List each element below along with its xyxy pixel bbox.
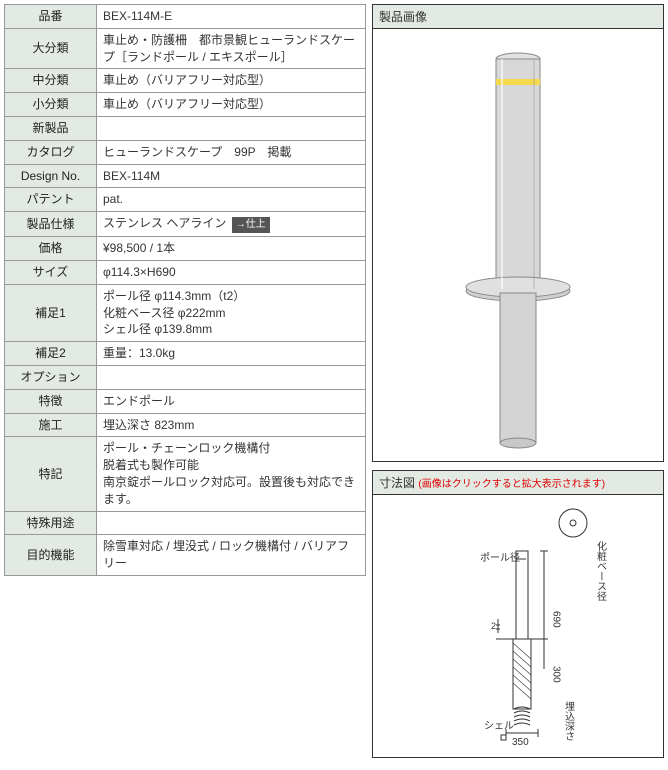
svg-text:シェル: シェル (484, 721, 514, 732)
spec-label: 補足1 (5, 284, 97, 341)
spec-value: ヒューランドスケープ 99P 掲載 (97, 140, 366, 164)
spec-label: 品番 (5, 5, 97, 29)
spec-label: オプション (5, 365, 97, 389)
svg-text:埋込深さ: 埋込深さ (563, 701, 575, 741)
spec-value (97, 365, 366, 389)
table-row: 品番BEX-114M-E (5, 5, 366, 29)
table-row: 特殊用途 (5, 511, 366, 535)
spec-value: ステンレス ヘアライン →仕上 (97, 212, 366, 237)
table-row: 中分類車止め（バリアフリー対応型） (5, 69, 366, 93)
spec-value: pat. (97, 188, 366, 212)
table-row: 新製品 (5, 116, 366, 140)
spec-value: 埋込深さ 823mm (97, 413, 366, 437)
spec-value: φ114.3×H690 (97, 260, 366, 284)
table-row: 特記ポール・チェーンロック機構付 脱着式も製作可能 南京錠ポールロック対応可。設… (5, 437, 366, 511)
spec-label: 価格 (5, 237, 97, 261)
dimension-panel[interactable]: 寸法図 (画像はクリックすると拡大表示されます) 化粧ベース径 ポール径 (372, 470, 664, 758)
table-row: 目的機能除雪車対応 / 埋没式 / ロック機構付 / バリアフリー (5, 535, 366, 576)
spec-label: 大分類 (5, 28, 97, 69)
spec-value: BEX-114M-E (97, 5, 366, 29)
spec-label: サイズ (5, 260, 97, 284)
spec-label: 中分類 (5, 69, 97, 93)
table-row: 施工埋込深さ 823mm (5, 413, 366, 437)
table-row: 補足1ポール径 φ114.3mm（t2） 化粧ベース径 φ222mm シェル径 … (5, 284, 366, 341)
spec-label: 特記 (5, 437, 97, 511)
table-row: 小分類車止め（バリアフリー対応型） (5, 93, 366, 117)
dimension-drawing[interactable]: 化粧ベース径 ポール径 690 2 (388, 501, 648, 751)
dimension-note: (画像はクリックすると拡大表示されます) (418, 479, 605, 490)
svg-text:690: 690 (551, 611, 562, 628)
spec-label: 特殊用途 (5, 511, 97, 535)
svg-text:化粧ベース径: 化粧ベース径 (595, 540, 607, 601)
spec-value: BEX-114M (97, 164, 366, 188)
table-row: Design No.BEX-114M (5, 164, 366, 188)
spec-value: 車止め（バリアフリー対応型） (97, 93, 366, 117)
spec-label: 補足2 (5, 342, 97, 366)
spec-value: エンドポール (97, 389, 366, 413)
spec-value: 車止め・防護柵 都市景観ヒューランドスケープ［ランドポール / エキスポール］ (97, 28, 366, 69)
spec-label: 目的機能 (5, 535, 97, 576)
table-row: 価格¥98,500 / 1本 (5, 237, 366, 261)
spec-label: パテント (5, 188, 97, 212)
table-row: 補足2重量：13.0kg (5, 342, 366, 366)
product-image-panel: 製品画像 (372, 4, 664, 462)
svg-text:300: 300 (551, 666, 562, 683)
spec-label: カタログ (5, 140, 97, 164)
finish-tag[interactable]: →仕上 (232, 217, 270, 233)
spec-label: Design No. (5, 164, 97, 188)
table-row: サイズφ114.3×H690 (5, 260, 366, 284)
spec-value: 除雪車対応 / 埋没式 / ロック機構付 / バリアフリー (97, 535, 366, 576)
spec-value: ポール・チェーンロック機構付 脱着式も製作可能 南京錠ポールロック対応可。設置後… (97, 437, 366, 511)
spec-label: 特徴 (5, 389, 97, 413)
dimension-title: 寸法図 (画像はクリックすると拡大表示されます) (373, 471, 663, 495)
spec-value (97, 511, 366, 535)
product-image (388, 35, 648, 455)
table-row: 大分類車止め・防護柵 都市景観ヒューランドスケープ［ランドポール / エキスポー… (5, 28, 366, 69)
spec-table: 品番BEX-114M-E大分類車止め・防護柵 都市景観ヒューランドスケープ［ラン… (4, 4, 366, 576)
spec-label: 新製品 (5, 116, 97, 140)
table-row: 特徴エンドポール (5, 389, 366, 413)
table-row: パテントpat. (5, 188, 366, 212)
spec-value: ¥98,500 / 1本 (97, 237, 366, 261)
spec-value: ポール径 φ114.3mm（t2） 化粧ベース径 φ222mm シェル径 φ13… (97, 284, 366, 341)
svg-text:ポール径: ポール径 (480, 551, 520, 564)
product-image-title: 製品画像 (373, 5, 663, 29)
svg-text:350: 350 (512, 737, 529, 748)
svg-text:2: 2 (491, 621, 496, 631)
dimension-title-text: 寸法図 (379, 476, 415, 490)
spec-label: 小分類 (5, 93, 97, 117)
table-row: 製品仕様ステンレス ヘアライン →仕上 (5, 212, 366, 237)
table-row: カタログヒューランドスケープ 99P 掲載 (5, 140, 366, 164)
spec-label: 製品仕様 (5, 212, 97, 237)
spec-label: 施工 (5, 413, 97, 437)
spec-value: 重量：13.0kg (97, 342, 366, 366)
spec-value: 車止め（バリアフリー対応型） (97, 69, 366, 93)
table-row: オプション (5, 365, 366, 389)
spec-value (97, 116, 366, 140)
